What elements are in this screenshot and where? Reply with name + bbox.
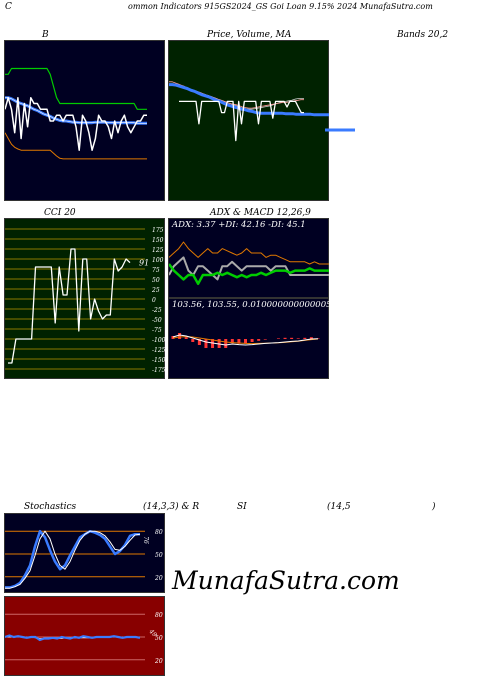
rsi-line	[5, 634, 141, 642]
adx-chart	[169, 241, 329, 286]
cci-title: CCI 20	[44, 208, 76, 218]
rsi-tick-label: 80	[155, 612, 163, 619]
bb-price-line	[5, 96, 147, 151]
bollinger-panel	[4, 40, 165, 201]
stoch-chart: 80 50 20 76	[5, 529, 163, 589]
cci-chart: 175 150 125 100 75 50 25 0 -25 -50 -75 -100 -125 -150…	[5, 227, 166, 374]
bb-title-right: Bands 20,2	[397, 30, 449, 40]
rsi-title: SI	[237, 502, 247, 512]
stoch-tick-label: 20	[154, 575, 163, 582]
ma-price-line	[179, 100, 304, 142]
macd-chart	[171, 333, 320, 348]
adx-panel: ADX: 3.37 +DI: 42.16 -DI: 45.1	[168, 218, 329, 298]
cci-tick-label: -175	[152, 367, 166, 374]
cci-line	[8, 248, 131, 364]
cci-tick-label: 75	[152, 267, 160, 274]
adx-plus-di	[169, 263, 329, 286]
bb-title-left: B	[42, 30, 49, 40]
bb-lower-band	[5, 132, 147, 160]
cci-tick-label: 150	[152, 237, 164, 244]
cci-value-label: 91	[139, 259, 149, 268]
cci-tick-label: 100	[152, 257, 164, 264]
ma-chart	[169, 81, 329, 142]
cci-tick-label: -50	[152, 317, 162, 324]
cci-tick-label: -25	[152, 307, 162, 314]
rsi-value-label: 49	[147, 628, 158, 639]
stoch-k-line	[5, 529, 140, 589]
ma-line-b	[169, 81, 304, 109]
watermark: MunafaSutra.com	[172, 566, 400, 595]
rsi-tick-label: 20	[154, 658, 163, 665]
bb-upper-band	[5, 67, 147, 110]
cci-tick-label: 125	[152, 247, 164, 254]
stoch-params: (14,3,3) & R	[143, 502, 200, 512]
adx-minus-di	[169, 241, 329, 265]
cci-tick-label: -125	[152, 347, 166, 354]
macd-panel: 103.56, 103.55, 0.010000000000005	[168, 298, 332, 379]
stoch-d-line	[5, 530, 141, 589]
stoch-panel: 80 50 20 76	[4, 513, 165, 593]
ma-overflow-line	[325, 128, 355, 132]
cci-tick-label: 175	[152, 227, 164, 234]
stoch-value-label: 76	[142, 536, 149, 544]
macd-line	[172, 334, 319, 346]
ma-panel	[168, 40, 329, 201]
cci-tick-label: 25	[151, 287, 160, 294]
stoch-tick-label: 80	[155, 529, 163, 536]
cci-tick-label: -75	[152, 327, 162, 334]
rsi-params: (14,5	[327, 502, 351, 512]
rsi-close: )	[432, 502, 436, 512]
cci-tick-label: 50	[152, 277, 160, 284]
cci-tick-label: -100	[152, 337, 166, 344]
adx-line	[169, 256, 329, 281]
bb-middle-highlight	[5, 97, 147, 124]
adx-readout: ADX: 3.37 +DI: 42.16 -DI: 45.1	[172, 220, 306, 230]
ma-blue-line	[169, 83, 329, 117]
header-title: ommon Indicators 915GS2024_GS Goi Loan 9…	[128, 2, 433, 11]
cci-panel: 175 150 125 100 75 50 25 0 -25 -50 -75 -100 -125 -150…	[4, 218, 166, 379]
rsi-tick-label: 50	[155, 635, 163, 642]
adx-title: ADX & MACD 12,26,9	[210, 208, 311, 218]
stoch-title: Stochastics	[24, 502, 77, 512]
stoch-tick-label: 50	[155, 552, 163, 559]
bollinger-chart	[5, 67, 147, 160]
cci-tick-label: 0	[152, 297, 156, 304]
rsi-chart: 80 50 20 49	[5, 612, 163, 665]
header-prefix: C	[5, 2, 12, 12]
cci-tick-label: -150	[152, 357, 166, 364]
macd-readout: 103.56, 103.55, 0.010000000000005	[172, 300, 332, 310]
rsi-panel: 80 50 20 49	[4, 596, 165, 676]
ma-title: Price, Volume, MA	[207, 30, 292, 40]
